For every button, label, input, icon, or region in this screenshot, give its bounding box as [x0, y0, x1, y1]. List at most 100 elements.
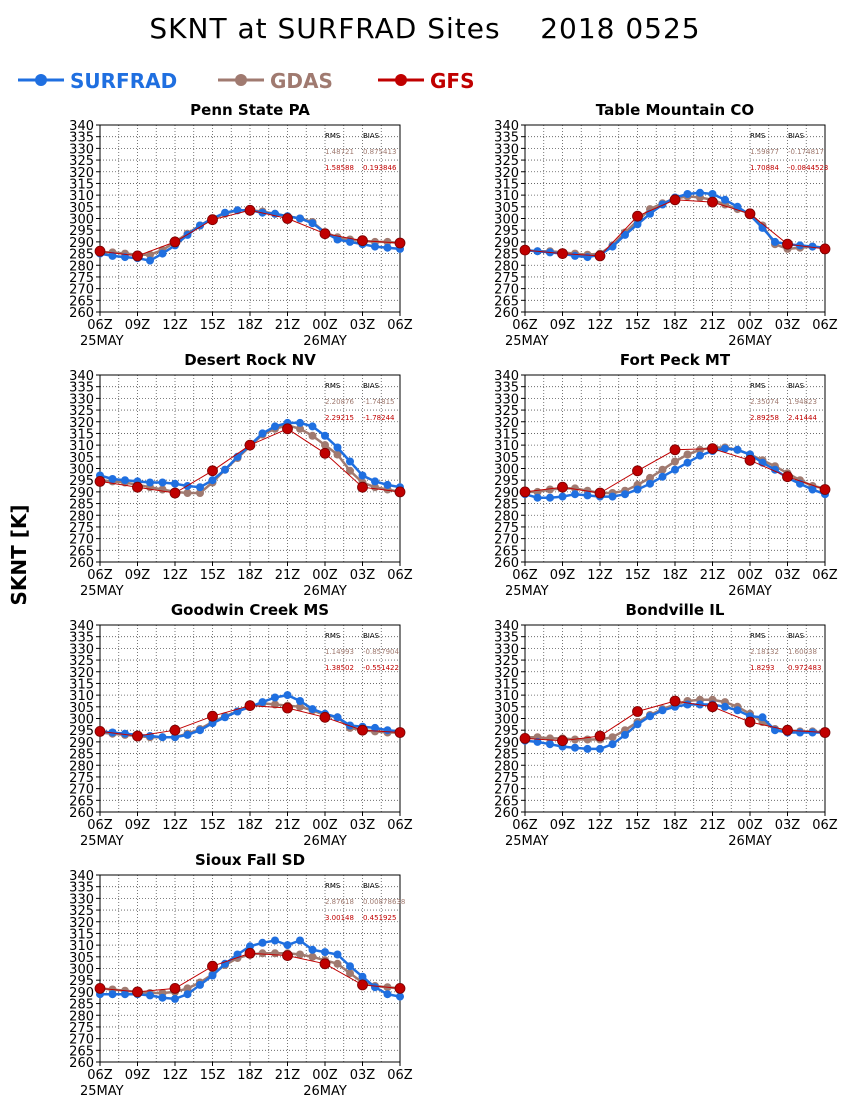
data-point-surfrad [283, 691, 292, 700]
data-point-surfrad [383, 726, 392, 735]
y-tick-label: 260 [69, 806, 94, 821]
data-point-surfrad [333, 713, 342, 722]
y-tick-label: 280 [494, 759, 519, 774]
y-tick-label: 260 [69, 306, 94, 321]
x-tick-label: 18Z [662, 318, 688, 333]
y-tick-label: 310 [69, 439, 94, 454]
data-point-gfs [632, 706, 643, 717]
data-point-gfs [357, 724, 368, 736]
data-point-surfrad [721, 702, 729, 711]
data-point-gfs [519, 486, 531, 498]
data-point-gfs [169, 724, 181, 736]
stats-bias-gdas: -0.174817 [788, 148, 824, 156]
data-point-surfrad [121, 990, 129, 999]
stats-header-rms: RMS [750, 132, 766, 140]
y-tick-label: 285 [69, 998, 94, 1013]
data-point-surfrad [696, 188, 704, 197]
y-tick-label: 295 [69, 474, 94, 489]
data-point-surfrad [258, 429, 267, 438]
data-point-gfs [207, 214, 218, 226]
y-axis-label: SKNT [K] [7, 504, 31, 605]
data-point-gdas [158, 485, 167, 494]
y-axis-label-text: SKNT [K] [7, 504, 31, 605]
y-tick-label: 330 [494, 392, 519, 407]
data-point-gfs [94, 982, 106, 994]
data-point-gfs [319, 228, 331, 240]
x-tick-label: 12Z [162, 568, 188, 583]
data-point-surfrad [221, 959, 229, 968]
data-point-gfs [744, 454, 756, 466]
data-point-surfrad [808, 485, 817, 494]
data-point-surfrad [158, 249, 167, 258]
legend-label-surfrad: SURFRAD [70, 69, 177, 93]
data-point-surfrad [271, 936, 279, 945]
data-point-surfrad [221, 713, 229, 722]
data-point-surfrad [546, 493, 554, 502]
data-point-gfs [744, 716, 756, 728]
data-point-gfs [94, 245, 106, 257]
data-point-gdas [333, 450, 342, 459]
data-point-gfs [282, 950, 293, 961]
y-tick-label: 325 [69, 654, 94, 669]
legend-label-gfs: GFS [430, 69, 474, 93]
data-point-gfs [744, 208, 756, 220]
data-point-surfrad [196, 726, 204, 735]
data-point-gdas [296, 950, 304, 959]
x-tick-label: 03Z [775, 318, 801, 333]
data-point-surfrad [546, 740, 554, 749]
data-point-gdas [346, 466, 354, 475]
y-tick-label: 310 [494, 439, 519, 454]
data-point-gfs [132, 730, 143, 742]
data-point-surfrad [296, 697, 304, 705]
data-point-surfrad [621, 230, 629, 239]
data-point-surfrad [533, 737, 542, 746]
x-tick-label: 18Z [662, 568, 688, 583]
data-point-surfrad [146, 991, 154, 1000]
x-tick-label: 06Z [87, 318, 113, 333]
date-label: 25MAY [505, 584, 549, 599]
data-point-gfs [557, 735, 568, 747]
stats-header-bias: BIAS [788, 132, 805, 140]
stats-header-rms: RMS [325, 132, 341, 140]
x-tick-label: 00Z [312, 1068, 338, 1083]
x-tick-label: 03Z [350, 818, 376, 833]
stats-rms-gfs: 1.58588 [325, 164, 354, 172]
stats-header-bias: BIAS [363, 882, 380, 890]
data-point-gdas [271, 700, 279, 709]
y-tick-label: 270 [494, 533, 519, 548]
y-tick-label: 325 [69, 154, 94, 169]
y-tick-label: 330 [494, 642, 519, 657]
y-tick-label: 335 [69, 631, 94, 646]
data-point-surfrad [146, 256, 154, 265]
data-point-gfs [557, 481, 568, 493]
data-point-gdas [196, 489, 204, 497]
x-tick-label: 06Z [512, 318, 538, 333]
y-tick-label: 320 [69, 166, 94, 181]
legend-marker-gfs [395, 74, 407, 86]
data-point-gfs [669, 194, 681, 206]
data-point-gdas [683, 450, 692, 459]
data-point-surfrad [208, 476, 217, 485]
data-point-surfrad [571, 743, 579, 752]
data-point-surfrad [358, 471, 367, 480]
y-tick-label: 330 [69, 392, 94, 407]
y-tick-label: 300 [494, 463, 519, 478]
x-tick-label: 15Z [200, 568, 226, 583]
data-point-gfs [94, 725, 106, 737]
y-tick-label: 275 [494, 521, 519, 536]
y-tick-label: 320 [494, 666, 519, 681]
y-tick-label: 335 [69, 381, 94, 396]
y-tick-label: 290 [494, 736, 519, 751]
data-point-surfrad [808, 242, 817, 251]
x-tick-label: 15Z [625, 818, 651, 833]
data-point-surfrad [646, 479, 654, 488]
y-tick-label: 280 [494, 509, 519, 524]
y-tick-label: 305 [69, 451, 94, 466]
stats-bias-gdas: 1.94823 [788, 398, 817, 406]
legend: SURFRAD GDAS GFS [18, 69, 474, 93]
data-point-gfs [319, 958, 331, 970]
y-tick-label: 300 [494, 713, 519, 728]
data-point-gfs [669, 444, 681, 456]
x-tick-label: 00Z [737, 318, 763, 333]
stats-rms-gfs: 2.29215 [325, 414, 354, 422]
